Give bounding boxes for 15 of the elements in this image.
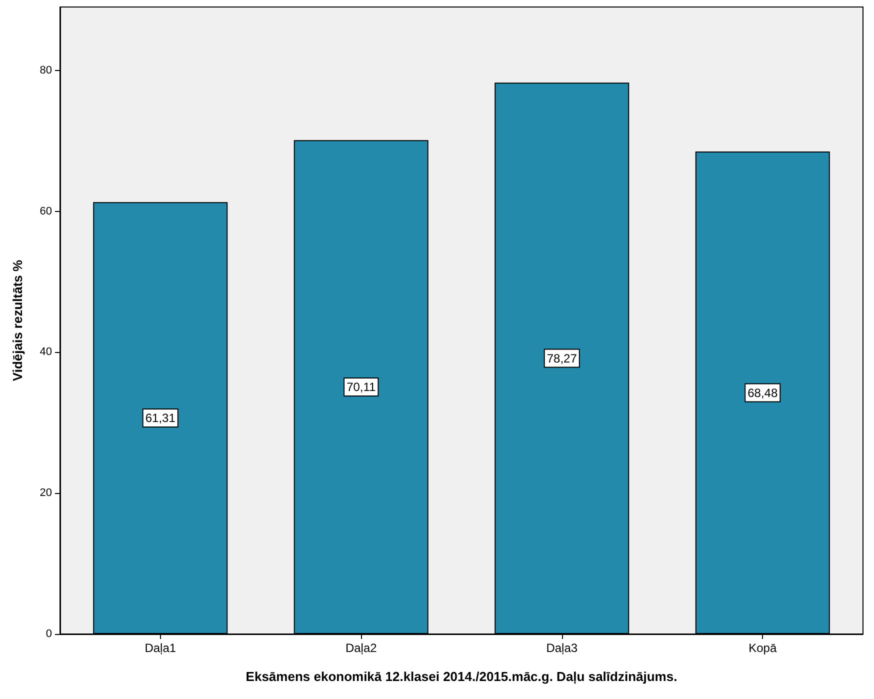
y-tick-label: 60	[40, 205, 52, 218]
x-tick-label: Kopā	[748, 641, 777, 655]
y-axis-title: Vidējais rezultāts %	[10, 259, 25, 382]
data-label: 68,48	[748, 386, 778, 400]
x-tick-label: Daļa1	[144, 641, 176, 655]
y-tick-label: 80	[40, 64, 52, 76]
y-tick-label: 0	[46, 628, 52, 640]
x-tick-label: Daļa3	[546, 641, 578, 655]
data-label: 78,27	[546, 351, 578, 366]
x-tick-label: Daļa2	[345, 641, 378, 655]
x-axis-title: Eksāmens ekonomikā 12.klasei 2014./2015.māc.g. Daļu salīdzinājums.	[246, 669, 678, 684]
y-tick-label: 40	[40, 346, 52, 358]
y-tick-label: 20	[40, 487, 52, 500]
data-label: 61,31	[145, 411, 176, 426]
data-label: 70,11	[346, 380, 376, 394]
